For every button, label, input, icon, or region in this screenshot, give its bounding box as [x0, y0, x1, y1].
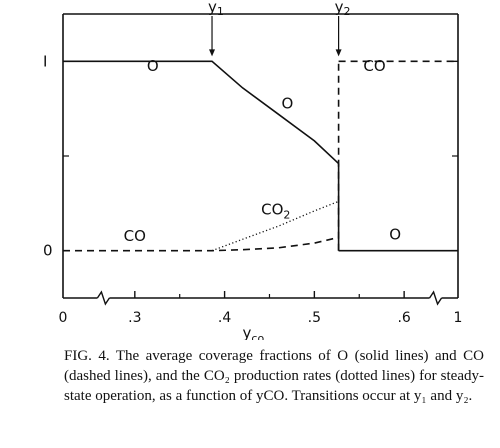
x-tick-label: 1 [454, 310, 463, 326]
transition-arrow-head [209, 49, 216, 57]
x-tick-label: 0 [59, 310, 68, 326]
curve-label: CO [124, 227, 146, 245]
figure-caption-text: FIG. 4. The average coverage fractions o… [64, 348, 484, 404]
figure-caption: FIG. 4. The average coverage fractions o… [64, 346, 484, 406]
transition-label-y1: y1 [208, 0, 224, 18]
y-tick-label: 0 [43, 242, 53, 260]
x-tick-label: .4 [218, 310, 231, 326]
x-axis-label: yco [243, 324, 265, 340]
plot-frame [62, 13, 459, 306]
series-line-o-0 [63, 60, 340, 165]
transition-label-y2: y2 [335, 0, 351, 18]
y-tick-label: I [43, 52, 47, 70]
series-line-co2-0 [211, 200, 339, 252]
series-line-co-0 [63, 236, 339, 252]
axis-break-mark [96, 290, 110, 306]
curve-label: CO2 [261, 201, 290, 222]
series-layer [63, 60, 458, 252]
x-tick-label: .5 [308, 310, 321, 326]
curve-label: O [282, 95, 294, 113]
x-tick-label: .6 [397, 310, 410, 326]
curve-label: O [147, 57, 159, 75]
coverage-chart: 0 I 0 .3 .4 .5 .6 1 yco y1 y2 O O CO CO2 CO O [43, 0, 462, 340]
label-layer: 0 I 0 .3 .4 .5 .6 1 yco y1 y2 O O CO CO2 CO O [43, 0, 462, 340]
curve-label: O [389, 225, 401, 243]
curve-label: CO [363, 57, 385, 75]
transition-arrow-head [335, 49, 342, 57]
axis-break-mark [428, 290, 443, 306]
x-tick-label: .3 [128, 310, 141, 326]
